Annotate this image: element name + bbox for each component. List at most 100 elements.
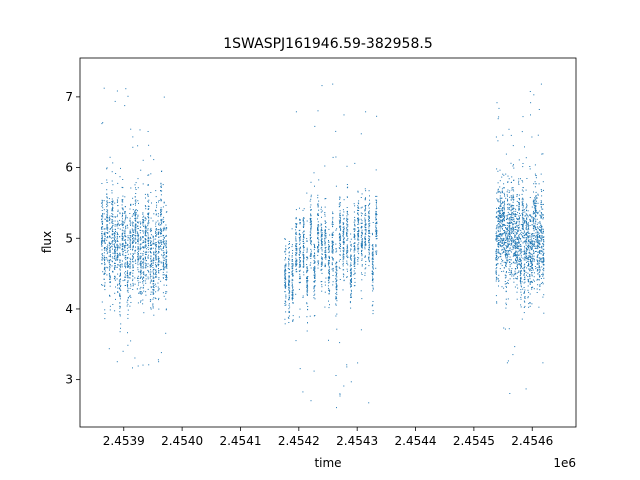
data-point <box>518 230 519 232</box>
data-point <box>289 296 290 298</box>
data-point <box>528 240 530 242</box>
data-point <box>321 235 323 237</box>
data-point <box>129 237 131 239</box>
data-point <box>142 286 144 288</box>
data-point <box>142 281 144 282</box>
data-point <box>117 257 119 258</box>
data-point <box>346 260 348 262</box>
data-point <box>158 308 160 310</box>
data-point <box>156 204 158 206</box>
data-point <box>101 253 103 255</box>
data-point <box>503 225 505 226</box>
data-point <box>111 171 113 173</box>
data-point <box>321 264 323 266</box>
data-point <box>152 304 154 306</box>
data-point <box>162 271 164 273</box>
data-point <box>350 248 352 250</box>
data-point <box>354 224 356 226</box>
data-point <box>498 236 500 237</box>
data-point <box>372 304 374 306</box>
data-point <box>126 290 128 292</box>
data-point <box>302 219 304 221</box>
data-point <box>160 261 162 263</box>
data-point <box>354 242 356 244</box>
data-point <box>145 260 147 262</box>
data-point <box>135 223 137 225</box>
data-point <box>144 242 146 244</box>
data-point <box>113 233 115 235</box>
data-point <box>160 241 162 243</box>
data-point <box>521 189 523 191</box>
data-point <box>350 250 351 252</box>
data-point <box>306 288 308 290</box>
data-point <box>153 259 155 261</box>
data-point <box>124 262 126 264</box>
data-point <box>135 214 136 216</box>
data-point <box>117 273 119 275</box>
data-point <box>515 250 517 252</box>
data-point <box>145 267 147 269</box>
data-point <box>306 289 308 291</box>
data-point <box>335 272 337 274</box>
data-point <box>101 256 103 258</box>
data-point <box>520 304 522 306</box>
data-point <box>328 339 329 341</box>
data-point <box>353 251 355 253</box>
data-point <box>122 209 124 211</box>
data-point <box>121 199 123 201</box>
data-point <box>525 228 527 230</box>
data-point <box>288 289 290 291</box>
data-point <box>522 242 524 244</box>
data-point <box>375 195 377 197</box>
data-point <box>122 245 124 247</box>
data-point <box>117 234 119 235</box>
data-point <box>291 283 293 285</box>
data-point <box>295 218 297 220</box>
data-point <box>321 263 323 265</box>
data-point <box>508 231 510 232</box>
data-point <box>102 213 104 215</box>
data-point <box>143 236 144 238</box>
data-point <box>522 187 524 188</box>
data-point <box>357 191 359 193</box>
data-point <box>106 217 108 219</box>
data-point <box>122 260 123 262</box>
data-point <box>161 241 163 243</box>
data-point <box>162 250 164 252</box>
data-point <box>292 298 294 299</box>
data-point <box>295 227 297 228</box>
data-point <box>303 237 305 239</box>
data-point <box>104 272 106 274</box>
data-point <box>512 198 514 200</box>
data-point <box>299 222 301 224</box>
data-point <box>108 261 110 263</box>
data-point <box>166 291 168 293</box>
data-point <box>284 285 286 287</box>
data-point <box>112 240 114 242</box>
data-point <box>499 233 501 235</box>
data-point <box>376 229 378 231</box>
data-point <box>501 246 503 248</box>
data-point <box>525 271 527 273</box>
data-point <box>131 223 133 225</box>
data-point <box>524 305 526 307</box>
data-point <box>162 221 164 223</box>
data-point <box>125 256 126 258</box>
data-point <box>339 236 340 238</box>
data-point <box>291 256 293 258</box>
data-point <box>361 298 363 300</box>
data-point <box>107 251 109 253</box>
data-point <box>335 288 337 290</box>
data-point <box>503 267 505 269</box>
data-point <box>107 227 109 229</box>
data-point <box>328 261 330 263</box>
data-point <box>295 225 297 227</box>
data-point <box>509 225 511 226</box>
data-point <box>165 256 167 258</box>
data-point <box>145 291 147 293</box>
data-point <box>150 244 152 246</box>
data-point <box>150 248 152 250</box>
data-point <box>339 202 341 204</box>
data-point <box>148 271 150 273</box>
data-point <box>158 270 160 271</box>
